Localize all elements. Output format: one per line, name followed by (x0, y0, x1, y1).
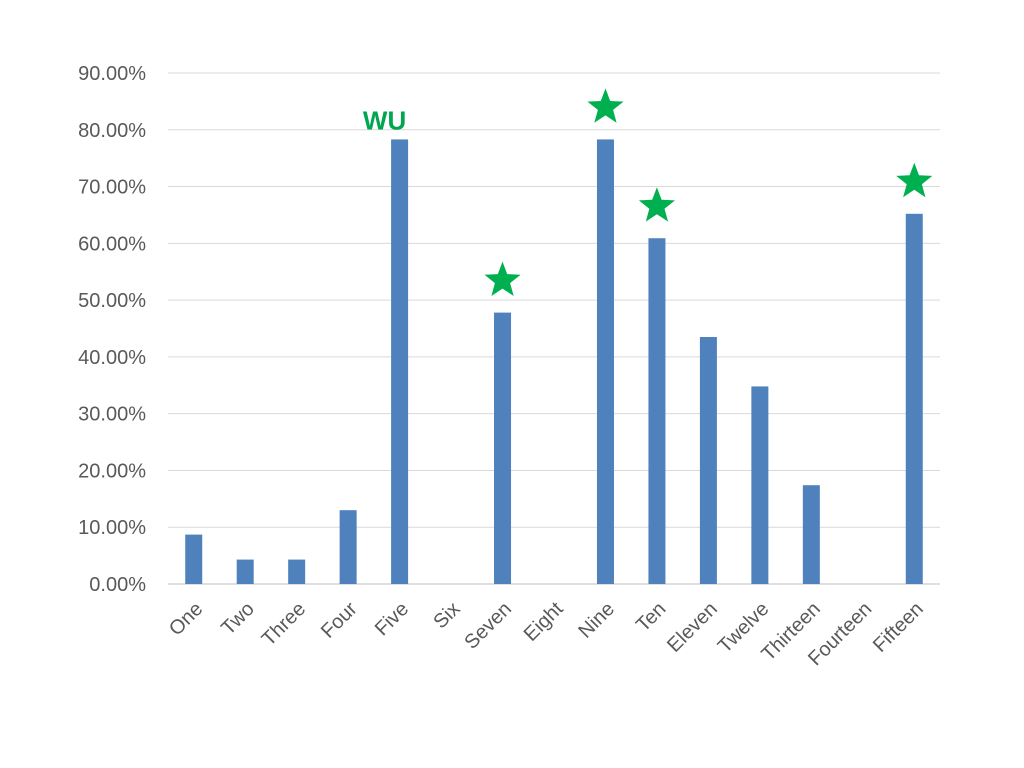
star-icon (587, 88, 624, 123)
bar-three (288, 559, 306, 584)
y-tick-label: 50.00% (78, 290, 146, 312)
y-tick-label: 30.00% (78, 404, 146, 426)
bar-eleven (699, 337, 717, 584)
bar-seven (494, 312, 512, 584)
bars (185, 139, 923, 584)
y-tick-label: 70.00% (78, 177, 146, 199)
star-icon (484, 261, 521, 296)
annotations: WU (363, 88, 933, 296)
x-tick-label: One (165, 598, 207, 640)
bar-ten (648, 238, 666, 584)
y-tick-label: 10.00% (78, 517, 146, 539)
bar-nine (596, 139, 614, 584)
x-tick-label: Nine (574, 598, 619, 643)
star-icon (896, 162, 933, 198)
x-tick-label: Eight (520, 598, 568, 646)
y-tick-label: 90.00% (78, 63, 146, 85)
x-tick-label: Five (371, 598, 413, 640)
x-tick-label: Eleven (663, 598, 722, 657)
x-tick-label: Fifteen (869, 598, 928, 657)
bar-four (339, 510, 357, 584)
bar-five (391, 139, 409, 584)
x-tick-label: Three (258, 598, 311, 651)
x-tick-label: Seven (460, 598, 516, 654)
y-tick-label: 0.00% (89, 574, 146, 596)
y-tick-label: 80.00% (78, 120, 146, 142)
bar-thirteen (802, 485, 820, 584)
bar-two (236, 559, 254, 584)
bar-one (185, 534, 203, 584)
x-tick-label: Four (317, 598, 362, 643)
gridlines (168, 72, 940, 585)
bar-fifteen (905, 213, 923, 584)
y-axis: 0.00% 10.00% 20.00% 30.00% 40.00% 50.00% 60.00… (78, 63, 146, 596)
x-tick-label: Six (429, 598, 464, 633)
star-icon (638, 187, 675, 222)
y-tick-label: 20.00% (78, 460, 146, 482)
annotation-label: WU (363, 105, 406, 135)
bar-twelve (751, 386, 769, 584)
x-tick-label: Ten (632, 598, 670, 636)
x-tick-label: Two (217, 598, 258, 639)
y-tick-label: 40.00% (78, 347, 146, 369)
y-tick-label: 60.00% (78, 233, 146, 255)
